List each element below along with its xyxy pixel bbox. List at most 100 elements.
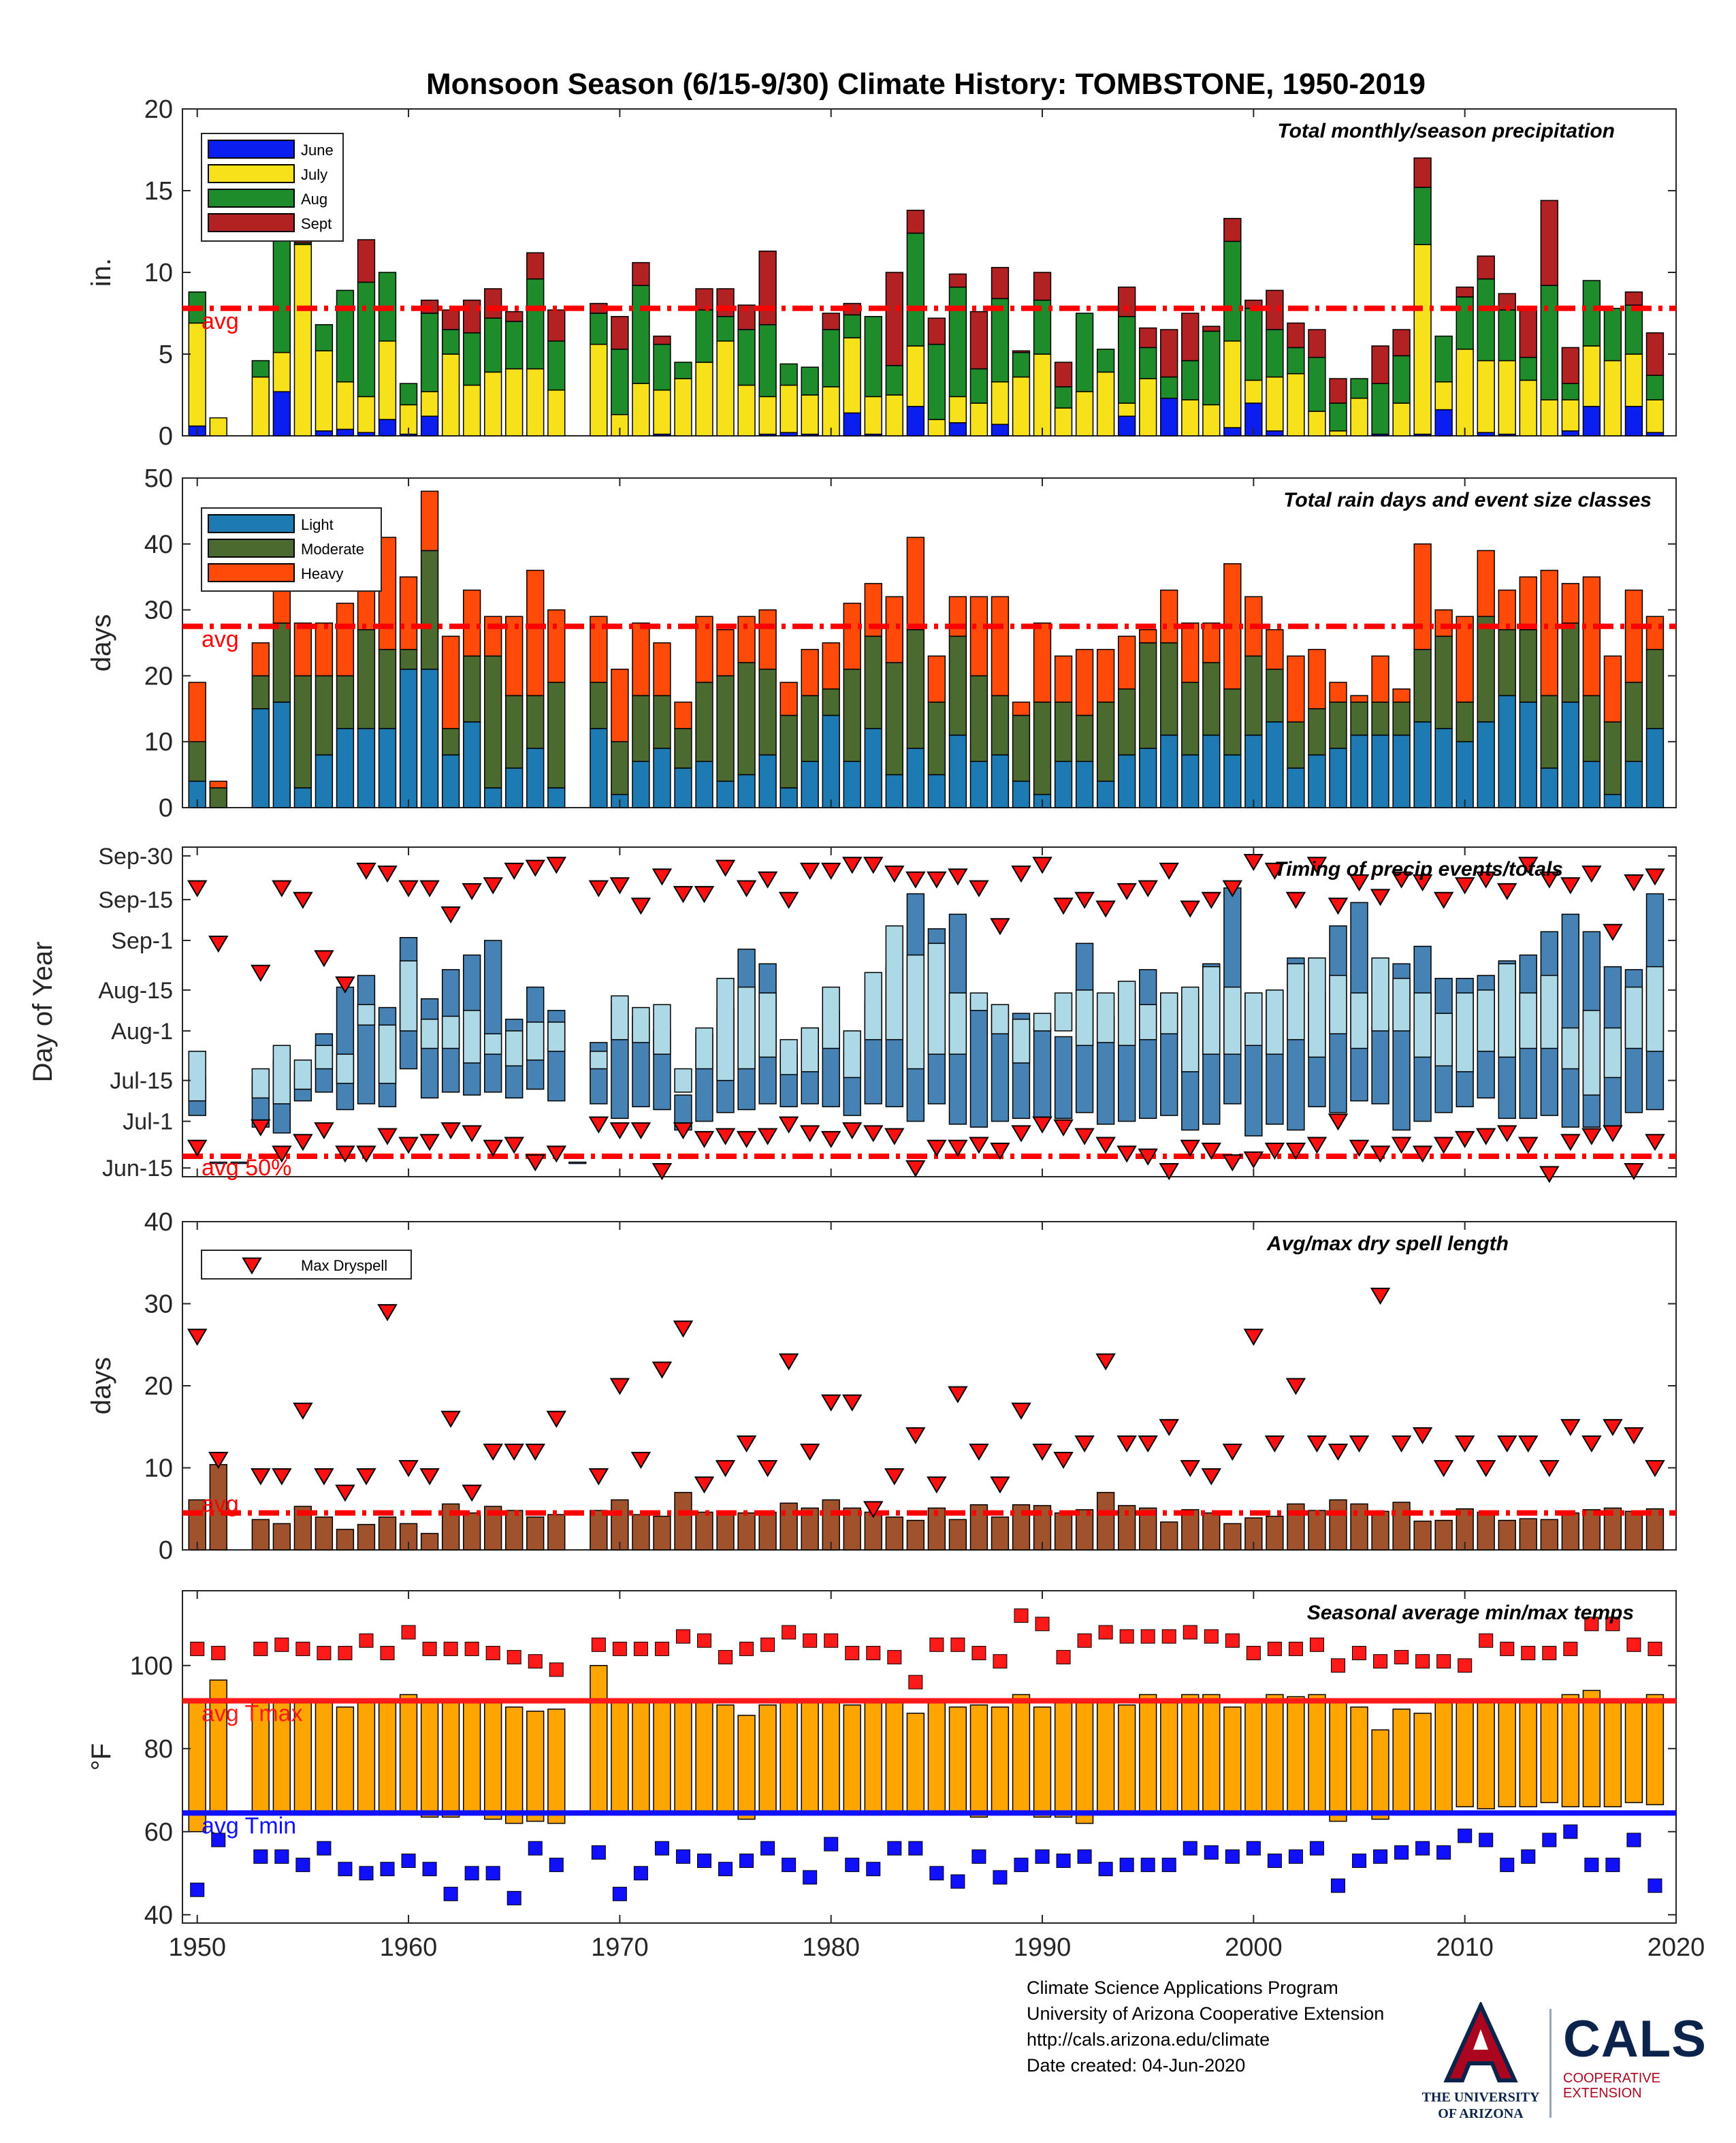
timing-last-event-marker bbox=[272, 880, 292, 898]
precip-bar-aug bbox=[864, 316, 882, 398]
raindays-bar-heavy bbox=[1645, 616, 1665, 650]
temps-min-marker bbox=[422, 1862, 437, 1877]
raindays-bar-moderate bbox=[1117, 688, 1136, 756]
dryspell-max-marker bbox=[462, 1485, 482, 1502]
precip-bar-july bbox=[1308, 411, 1326, 436]
precip-bar-aug bbox=[1477, 278, 1495, 362]
dryspell-bar bbox=[336, 1529, 355, 1551]
temps-bar bbox=[1181, 1694, 1200, 1812]
precip-bar-june bbox=[1160, 398, 1178, 436]
dryspell-max-marker bbox=[525, 1444, 545, 1461]
temps-min-marker bbox=[317, 1841, 332, 1856]
raindays-bar-light bbox=[526, 748, 545, 808]
temps-min-marker bbox=[1330, 1878, 1345, 1893]
precip-bar-july bbox=[251, 376, 270, 436]
timing-bar-inner bbox=[251, 1068, 270, 1099]
raindays-bar-heavy bbox=[969, 596, 988, 677]
precip-bar-july bbox=[547, 390, 566, 436]
timing-last-event-marker bbox=[546, 857, 567, 874]
timing-bar-inner bbox=[801, 1027, 819, 1073]
temps-max-marker bbox=[1647, 1641, 1662, 1656]
timing-last-event-marker bbox=[609, 877, 630, 895]
timing-first-event-marker bbox=[1095, 1137, 1116, 1154]
dryspell-bar bbox=[251, 1519, 270, 1551]
dryspell-max-marker bbox=[609, 1378, 630, 1395]
precip-bar-sept bbox=[1181, 313, 1200, 362]
raindays-bar-moderate bbox=[1350, 701, 1368, 736]
timing-first-event-marker bbox=[1264, 1143, 1285, 1160]
timing-last-event-marker bbox=[335, 976, 355, 994]
temps-max-marker bbox=[1014, 1608, 1029, 1623]
raindays-bar-heavy bbox=[1054, 655, 1073, 703]
dryspell-bar bbox=[1498, 1519, 1516, 1551]
precip-bar-july bbox=[991, 381, 1010, 425]
temps-bar bbox=[695, 1702, 713, 1814]
raindays-bar-moderate bbox=[1477, 616, 1495, 723]
temps-max-marker bbox=[464, 1641, 479, 1656]
timing-panel: avg 50% Jun-15 Jul-1 Jul-15 Aug-1 Aug-15 Sep-1… bbox=[28, 844, 1677, 1184]
dryspell-max-marker bbox=[1433, 1460, 1454, 1478]
precip-bar-aug bbox=[1540, 285, 1558, 400]
temps-max-marker bbox=[908, 1674, 923, 1689]
timing-last-event-marker bbox=[1074, 891, 1095, 909]
temps-min-marker bbox=[1521, 1849, 1536, 1864]
temps-min-marker bbox=[591, 1845, 606, 1860]
precip-bar-july bbox=[1096, 371, 1115, 436]
temps-min-marker bbox=[1500, 1858, 1515, 1873]
timing-bar-inner bbox=[822, 986, 840, 1049]
temps-bar bbox=[378, 1698, 397, 1816]
temps-min-marker bbox=[253, 1849, 268, 1864]
temps-min-marker bbox=[908, 1841, 923, 1856]
raindays-legend-swatch bbox=[208, 563, 295, 582]
timing-bar-inner bbox=[1160, 992, 1178, 1034]
raindays-bar-light bbox=[1202, 734, 1221, 808]
precip-bar-july bbox=[1540, 399, 1558, 436]
timing-first-event-marker bbox=[525, 1154, 545, 1172]
precip-panel-label: Total monthly/season precipitation bbox=[1277, 120, 1615, 142]
temps-bar bbox=[484, 1702, 502, 1820]
raindays-bar-heavy bbox=[695, 616, 713, 683]
timing-bar-inner bbox=[1075, 989, 1094, 1047]
raindays-bar-light bbox=[1054, 761, 1073, 808]
raindays-bar-heavy bbox=[674, 701, 692, 729]
raindays-legend-label: Moderate bbox=[301, 541, 364, 558]
timing-bar-inner bbox=[716, 977, 735, 1081]
timing-first-event-marker bbox=[715, 1128, 736, 1145]
precip-legend-swatch bbox=[208, 140, 295, 159]
precip-bar-july bbox=[632, 383, 650, 436]
precip-bar-aug bbox=[1054, 386, 1073, 409]
raindays-bar-light bbox=[779, 787, 798, 808]
temps-bar bbox=[1202, 1694, 1221, 1812]
timing-last-event-marker bbox=[990, 918, 1010, 936]
dryspell-max-marker bbox=[1624, 1427, 1644, 1444]
raindays-bar-heavy bbox=[1519, 576, 1537, 631]
temps-ylabel: °F bbox=[86, 1743, 116, 1771]
raindays-bar-light bbox=[1540, 767, 1558, 808]
timing-last-event-marker bbox=[715, 859, 736, 877]
raindays-bar-moderate bbox=[1308, 708, 1326, 756]
dryspell-bar bbox=[991, 1517, 1010, 1551]
temps-min-marker bbox=[338, 1862, 353, 1877]
temps-max-marker bbox=[971, 1646, 986, 1660]
timing-last-event-marker bbox=[1475, 871, 1496, 889]
raindays-bar-heavy bbox=[1392, 688, 1411, 703]
timing-last-event-marker bbox=[356, 862, 376, 880]
raindays-bar-light bbox=[272, 701, 291, 808]
timing-last-event-marker bbox=[1603, 923, 1623, 941]
temps-max-marker bbox=[654, 1641, 669, 1656]
timing-first-event-marker bbox=[1011, 1125, 1031, 1143]
raindays-ytick-label: 0 bbox=[159, 794, 173, 823]
timing-first-event-marker bbox=[483, 1139, 503, 1157]
footer-url[interactable]: http://cals.arizona.edu/climate bbox=[1027, 2029, 1270, 2050]
temps-bar bbox=[969, 1704, 988, 1818]
precip-bar-sept bbox=[462, 300, 481, 334]
raindays-bar-moderate bbox=[906, 629, 925, 749]
dryspell-bar bbox=[653, 1515, 671, 1551]
precip-bar-july bbox=[462, 384, 481, 436]
temps-bar bbox=[1033, 1707, 1052, 1818]
temps-max-marker bbox=[422, 1641, 437, 1656]
precip-bar-july bbox=[188, 322, 206, 427]
raindays-bar-light bbox=[885, 774, 903, 808]
raindays-bar-heavy bbox=[737, 616, 756, 663]
